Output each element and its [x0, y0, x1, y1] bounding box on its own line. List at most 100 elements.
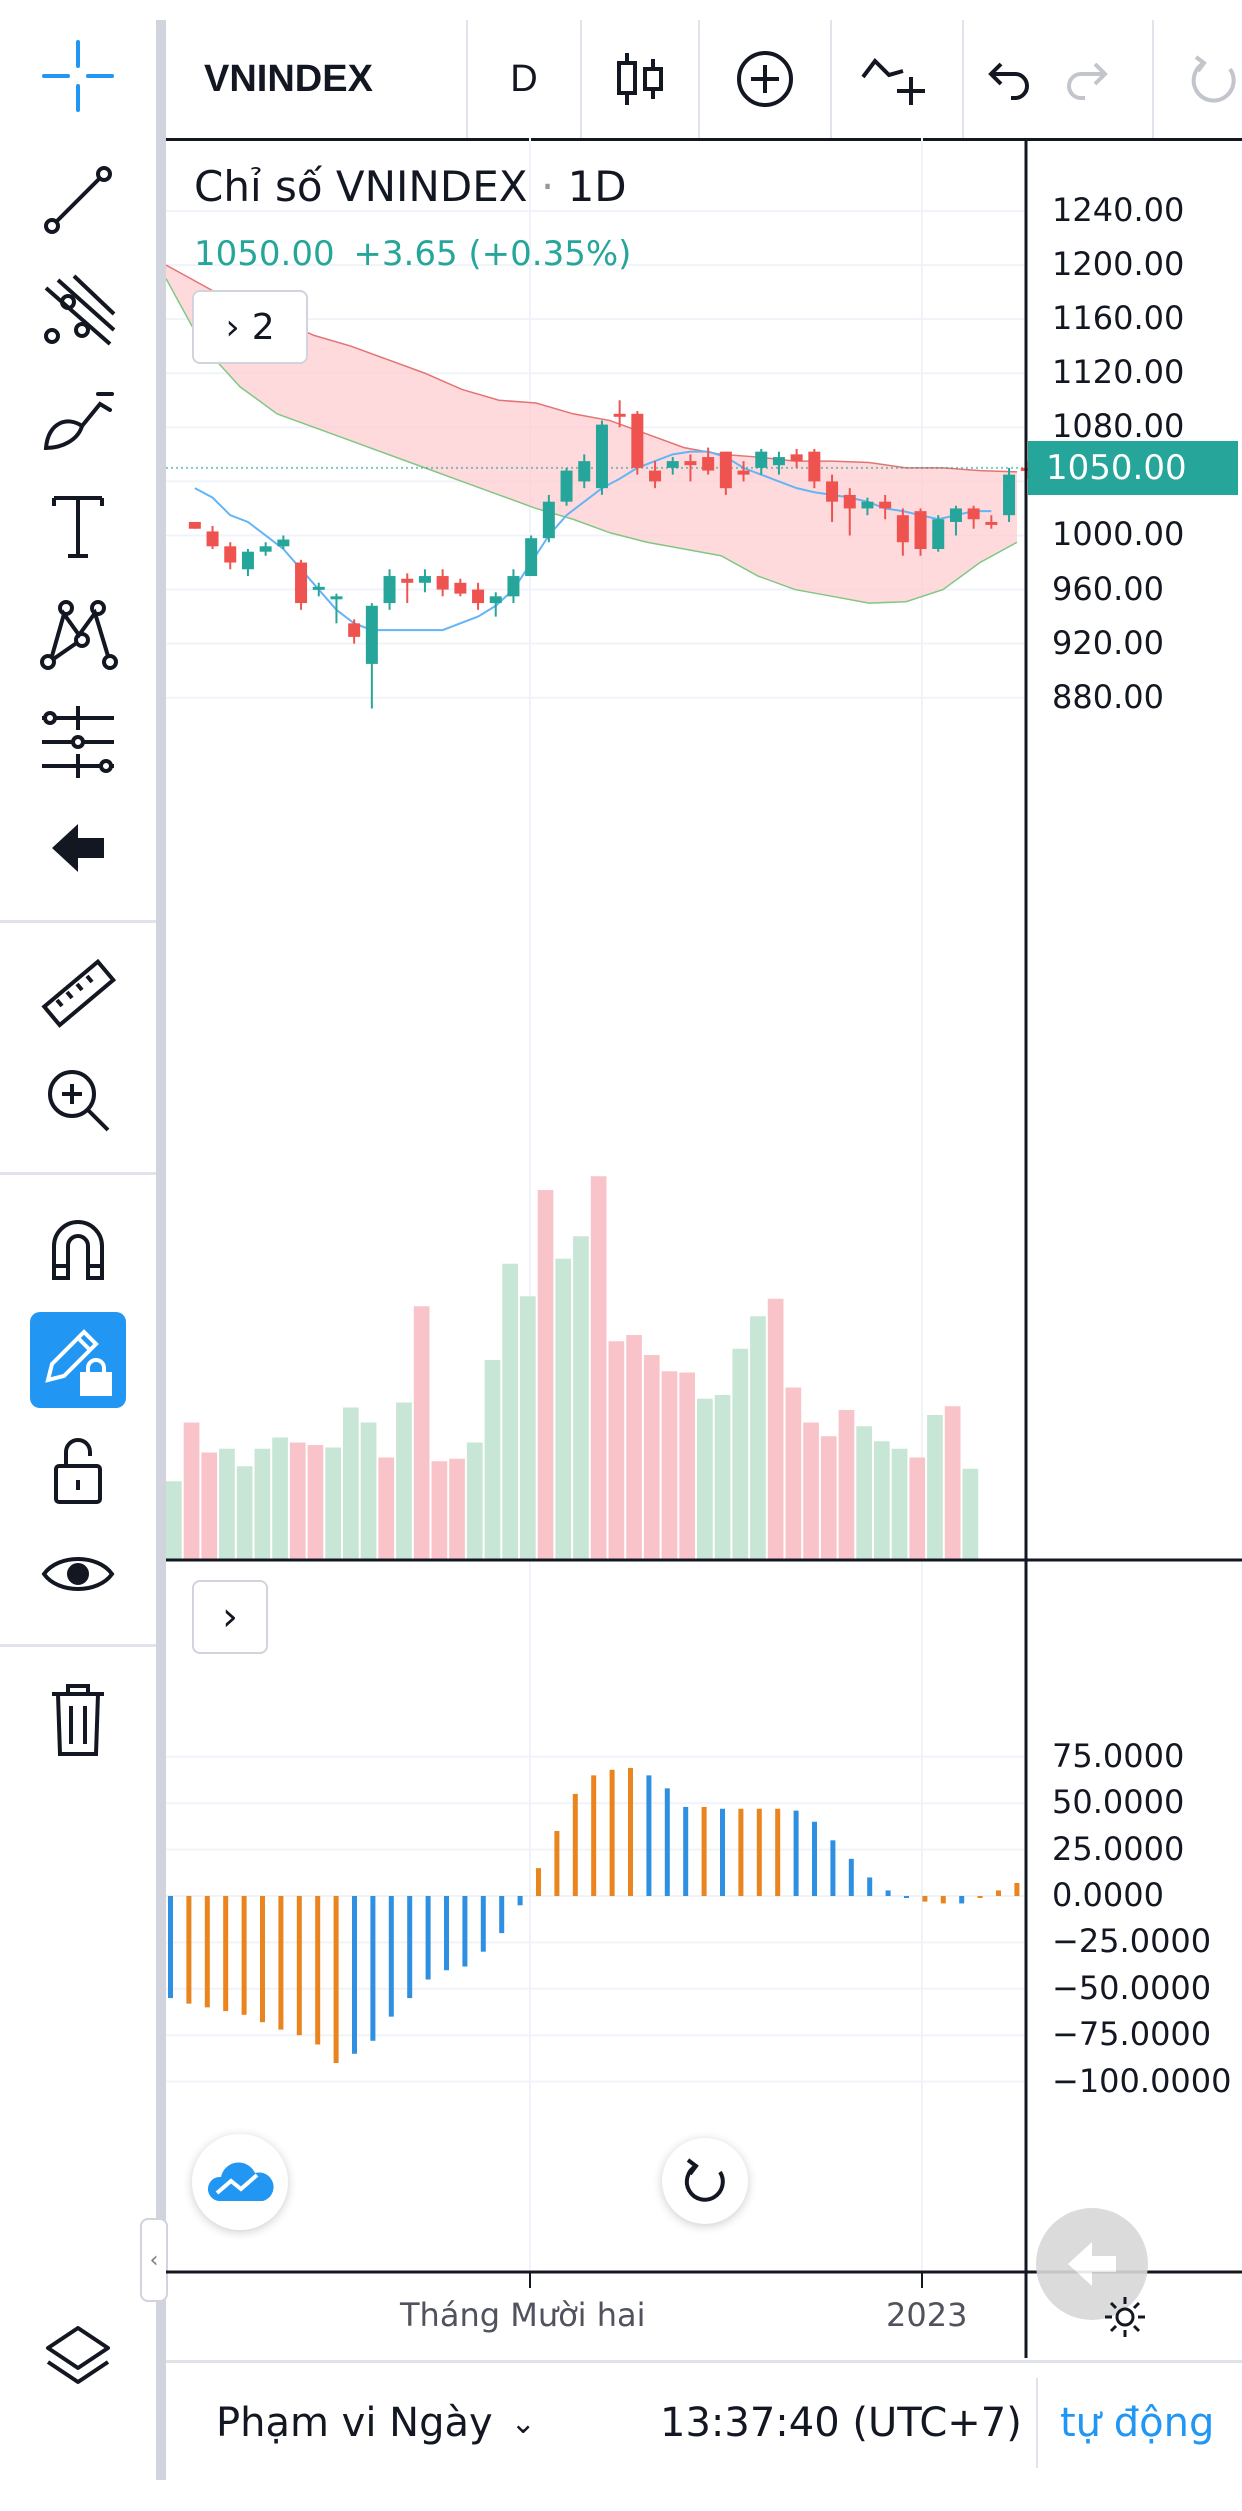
candle-body — [772, 457, 785, 466]
crosshair-icon[interactable] — [30, 28, 126, 124]
price-tick-label: 880.00 — [1052, 677, 1164, 716]
indicators-button[interactable] — [832, 20, 962, 138]
magnet-icon[interactable] — [30, 1200, 126, 1296]
price-tick-label: 1080.00 — [1052, 407, 1185, 446]
volume-bar — [272, 1437, 288, 1560]
candle-body — [241, 551, 254, 570]
gear-icon — [1105, 2297, 1145, 2337]
volume-bar — [343, 1407, 359, 1560]
trend-line-icon[interactable] — [30, 152, 126, 248]
oscillator-bar — [260, 1896, 265, 2023]
cloud-chart-icon — [207, 2162, 274, 2201]
candle-body — [879, 501, 892, 509]
interval-button[interactable]: D — [468, 20, 580, 138]
candle-body — [277, 539, 290, 547]
candle-body — [348, 623, 361, 637]
chevron-left-icon: ‹ — [149, 2247, 159, 2273]
candle-body — [649, 470, 662, 482]
volume-bar — [431, 1461, 448, 1560]
clock-time[interactable]: 13:37:40 (UTC+7) — [660, 2400, 1022, 2446]
oscillator-bar — [664, 1788, 670, 1896]
oscillator-bar — [720, 1808, 725, 1896]
oscillator-bar — [407, 1896, 413, 1999]
tenkan-line — [194, 450, 992, 632]
oscillator-bar — [315, 1896, 321, 2045]
oscillator-bar — [572, 1793, 578, 1896]
chevron-right-icon: › — [225, 306, 240, 348]
oscillator-bar — [812, 1821, 817, 1896]
osc-tick-label: 75.0000 — [1052, 1736, 1185, 1775]
ichimoku-cloud — [166, 265, 1017, 604]
lock-drawing-icon[interactable] — [30, 1312, 126, 1408]
oscillator-bar — [738, 1808, 744, 1896]
volume-bar — [520, 1296, 536, 1560]
osc-tick-label: −75.0000 — [1052, 2015, 1212, 2054]
oscillator-bar — [388, 1896, 394, 2017]
layers-icon[interactable] — [30, 2310, 126, 2406]
candle-body — [896, 515, 909, 543]
osc-legend-expand-button[interactable]: › — [192, 1580, 268, 1654]
redo-icon — [1067, 62, 1108, 100]
volume-bar — [502, 1263, 518, 1560]
candle-body — [826, 481, 839, 502]
compare-add-button[interactable] — [700, 20, 830, 138]
legend-expand-button[interactable]: › 2 — [192, 290, 308, 364]
pattern-icon[interactable] — [30, 584, 126, 680]
date-range-label: Phạm vi Ngày — [216, 2400, 493, 2446]
candle-body — [454, 582, 467, 594]
settings-button[interactable] — [1100, 2292, 1150, 2342]
volume-bar — [732, 1348, 749, 1560]
reset-chart-button[interactable] — [662, 2138, 748, 2224]
oscillator-bar — [628, 1767, 633, 1896]
candle-body — [578, 461, 591, 482]
candle-body — [790, 454, 803, 462]
oscillator-bar — [646, 1775, 652, 1896]
auto-scale-button[interactable]: tự động — [1060, 2400, 1215, 2446]
date-range-button[interactable]: Phạm vi Ngày ⌄ — [216, 2400, 536, 2446]
zoom-in-icon[interactable] — [30, 1052, 126, 1148]
oscillator-bar — [204, 1896, 210, 2008]
oscillator-bar — [536, 1868, 541, 1896]
back-arrow-icon[interactable] — [30, 800, 126, 896]
oscillator-bar — [867, 1877, 873, 1896]
oscillator-bar — [296, 1896, 302, 2036]
chart-area[interactable]: Chỉ số VNINDEX · 1D 1050.00 +3.65 (+0.35… — [165, 138, 1242, 2358]
price-tick-label: 1160.00 — [1052, 299, 1185, 338]
volume-bar — [891, 1448, 908, 1560]
ruler-icon[interactable] — [30, 946, 126, 1042]
undo-button[interactable] — [964, 20, 1048, 138]
oscillator-bar — [223, 1896, 229, 2012]
brush-icon[interactable] — [30, 374, 126, 470]
trash-icon[interactable] — [30, 1672, 126, 1768]
chart-canvas[interactable] — [165, 138, 1242, 2358]
cloud-sync-button[interactable] — [192, 2134, 288, 2230]
measure-fib-icon[interactable] — [30, 694, 126, 790]
oscillator-bar — [517, 1896, 523, 1906]
oscillator-bar — [922, 1896, 928, 1902]
text-icon[interactable] — [30, 478, 126, 574]
oscillator-bar — [996, 1890, 1001, 1896]
reset-button[interactable] — [1156, 20, 1242, 138]
volume-bar — [307, 1445, 324, 1560]
pitchfork-icon[interactable] — [30, 262, 126, 358]
candle-body — [542, 501, 555, 539]
volume-bar — [750, 1316, 766, 1560]
chart-type-button[interactable] — [582, 20, 698, 138]
volume-bar — [325, 1447, 341, 1560]
symbol-search-button[interactable]: VNINDEX — [166, 20, 466, 138]
volume-bar — [183, 1422, 200, 1560]
eye-icon[interactable] — [30, 1526, 126, 1622]
legend-collapsed-count: 2 — [251, 306, 275, 348]
volume-bar — [555, 1258, 572, 1560]
candle-body — [719, 451, 732, 489]
reset-icon — [684, 2158, 725, 2202]
redo-button[interactable] — [1048, 20, 1132, 138]
candle-body — [401, 578, 414, 583]
floating-back-button[interactable] — [1036, 2208, 1148, 2320]
top-toolbar: VNINDEX D — [166, 20, 1242, 141]
volume-bar — [962, 1468, 979, 1560]
candle-body — [525, 538, 538, 577]
unlock-icon[interactable] — [30, 1420, 126, 1516]
collapse-toolbar-button[interactable]: ‹ — [140, 2218, 168, 2302]
price-tick-label: 1120.00 — [1052, 353, 1185, 392]
